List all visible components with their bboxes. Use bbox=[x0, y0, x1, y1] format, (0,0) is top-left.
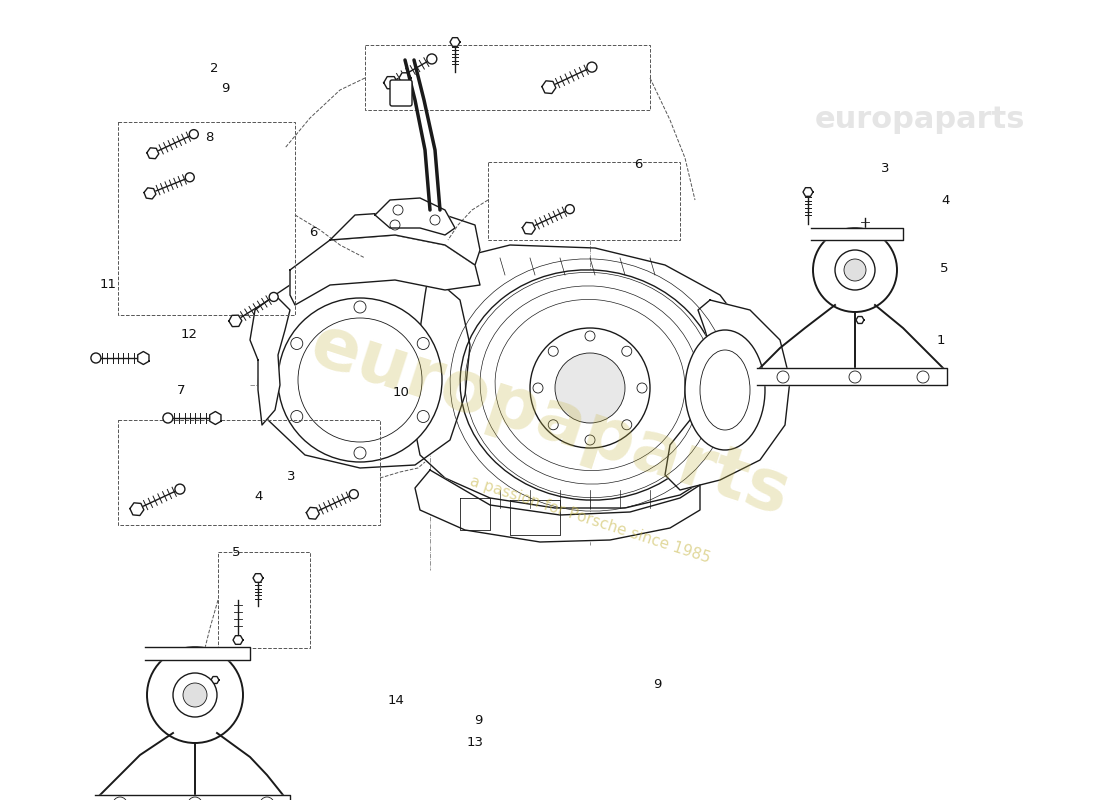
Polygon shape bbox=[811, 228, 903, 240]
Circle shape bbox=[637, 383, 647, 393]
Polygon shape bbox=[130, 503, 144, 515]
Polygon shape bbox=[542, 81, 556, 94]
Circle shape bbox=[354, 301, 366, 313]
Polygon shape bbox=[415, 245, 755, 508]
Circle shape bbox=[427, 54, 437, 64]
Circle shape bbox=[183, 683, 207, 707]
Circle shape bbox=[621, 346, 631, 356]
Circle shape bbox=[260, 797, 274, 800]
Circle shape bbox=[173, 673, 217, 717]
Circle shape bbox=[530, 328, 650, 448]
Circle shape bbox=[175, 484, 185, 494]
Circle shape bbox=[835, 250, 874, 290]
Polygon shape bbox=[384, 77, 398, 89]
Circle shape bbox=[350, 490, 359, 498]
Text: europaparts: europaparts bbox=[815, 106, 1025, 134]
Text: 6: 6 bbox=[634, 158, 642, 170]
Text: 12: 12 bbox=[180, 328, 198, 341]
Polygon shape bbox=[145, 647, 250, 660]
Polygon shape bbox=[399, 73, 411, 83]
Ellipse shape bbox=[460, 270, 719, 500]
Circle shape bbox=[849, 371, 861, 383]
Polygon shape bbox=[860, 261, 870, 270]
Text: 7: 7 bbox=[177, 384, 186, 397]
Circle shape bbox=[548, 420, 558, 430]
Circle shape bbox=[290, 410, 303, 422]
Polygon shape bbox=[253, 574, 263, 582]
Circle shape bbox=[113, 797, 127, 800]
Circle shape bbox=[185, 173, 195, 182]
Circle shape bbox=[534, 383, 543, 393]
Polygon shape bbox=[522, 222, 536, 234]
Circle shape bbox=[290, 338, 303, 350]
Polygon shape bbox=[330, 210, 480, 265]
Polygon shape bbox=[233, 636, 243, 644]
Polygon shape bbox=[803, 188, 813, 196]
Polygon shape bbox=[211, 677, 219, 683]
Text: 13: 13 bbox=[466, 736, 484, 749]
Circle shape bbox=[844, 259, 866, 281]
Text: 5: 5 bbox=[232, 546, 241, 558]
FancyBboxPatch shape bbox=[390, 80, 412, 106]
Text: 9: 9 bbox=[653, 678, 662, 690]
Polygon shape bbox=[415, 470, 700, 542]
Text: 6: 6 bbox=[309, 226, 318, 238]
Text: 9: 9 bbox=[221, 82, 230, 94]
Text: 9: 9 bbox=[474, 714, 483, 726]
Text: 3: 3 bbox=[287, 470, 296, 482]
Polygon shape bbox=[666, 300, 790, 490]
Circle shape bbox=[417, 410, 429, 422]
Text: 3: 3 bbox=[881, 162, 890, 174]
Polygon shape bbox=[290, 235, 480, 305]
Circle shape bbox=[278, 298, 442, 462]
Polygon shape bbox=[856, 317, 864, 323]
Circle shape bbox=[565, 205, 574, 214]
Text: 4: 4 bbox=[254, 490, 263, 502]
Polygon shape bbox=[258, 260, 470, 468]
Polygon shape bbox=[95, 795, 290, 800]
Circle shape bbox=[163, 413, 173, 423]
Text: 11: 11 bbox=[99, 278, 117, 290]
Circle shape bbox=[189, 130, 198, 138]
Polygon shape bbox=[229, 315, 242, 326]
Polygon shape bbox=[250, 295, 290, 425]
Polygon shape bbox=[375, 198, 455, 235]
Circle shape bbox=[587, 62, 597, 72]
Circle shape bbox=[270, 293, 278, 302]
Circle shape bbox=[147, 647, 243, 743]
Circle shape bbox=[585, 435, 595, 445]
Ellipse shape bbox=[685, 330, 764, 450]
Circle shape bbox=[548, 346, 558, 356]
Polygon shape bbox=[144, 188, 156, 199]
Text: 14: 14 bbox=[387, 694, 405, 706]
Polygon shape bbox=[757, 368, 947, 385]
Text: a passion for Porsche since 1985: a passion for Porsche since 1985 bbox=[468, 474, 712, 566]
Text: 8: 8 bbox=[205, 131, 213, 144]
Circle shape bbox=[91, 353, 101, 363]
Polygon shape bbox=[138, 351, 148, 365]
Text: 2: 2 bbox=[210, 62, 219, 74]
Text: 10: 10 bbox=[393, 386, 410, 398]
Circle shape bbox=[556, 353, 625, 423]
Text: 5: 5 bbox=[939, 262, 948, 274]
Polygon shape bbox=[210, 411, 221, 425]
Circle shape bbox=[354, 447, 366, 459]
Circle shape bbox=[188, 797, 202, 800]
Polygon shape bbox=[147, 148, 158, 158]
Circle shape bbox=[585, 331, 595, 341]
Text: europaparts: europaparts bbox=[301, 310, 799, 530]
Circle shape bbox=[777, 371, 789, 383]
Circle shape bbox=[813, 228, 896, 312]
Polygon shape bbox=[307, 507, 319, 519]
Text: 1: 1 bbox=[936, 334, 945, 346]
Text: 4: 4 bbox=[942, 194, 950, 206]
Circle shape bbox=[417, 338, 429, 350]
Circle shape bbox=[621, 420, 631, 430]
Circle shape bbox=[917, 371, 930, 383]
Polygon shape bbox=[450, 38, 460, 46]
